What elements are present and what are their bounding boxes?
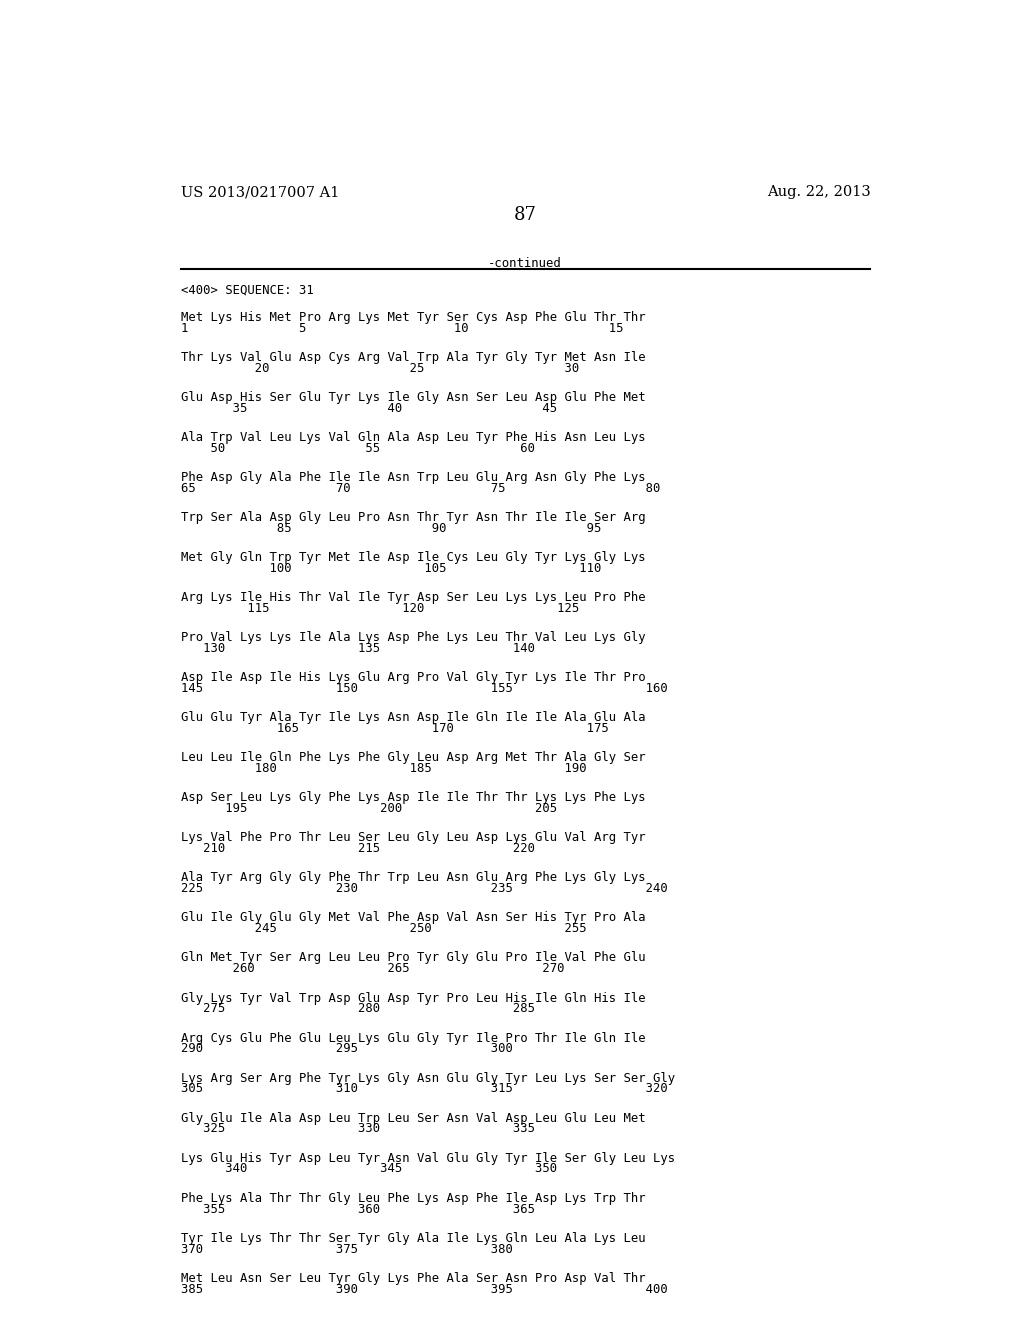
Text: Lys Glu His Tyr Asp Leu Tyr Asn Val Glu Gly Tyr Ile Ser Gly Leu Lys: Lys Glu His Tyr Asp Leu Tyr Asn Val Glu … <box>180 1151 675 1164</box>
Text: 195                  200                  205: 195 200 205 <box>180 803 557 816</box>
Text: Ala Trp Val Leu Lys Val Gln Ala Asp Leu Tyr Phe His Asn Leu Lys: Ala Trp Val Leu Lys Val Gln Ala Asp Leu … <box>180 430 645 444</box>
Text: 115                  120                  125: 115 120 125 <box>180 602 579 615</box>
Text: Leu Leu Ile Gln Phe Lys Phe Gly Leu Asp Arg Met Thr Ala Gly Ser: Leu Leu Ile Gln Phe Lys Phe Gly Leu Asp … <box>180 751 645 764</box>
Text: 130                  135                  140: 130 135 140 <box>180 642 535 655</box>
Text: 370                  375                  380: 370 375 380 <box>180 1242 513 1255</box>
Text: Lys Val Phe Pro Thr Leu Ser Leu Gly Leu Asp Lys Glu Val Arg Tyr: Lys Val Phe Pro Thr Leu Ser Leu Gly Leu … <box>180 832 645 845</box>
Text: Phe Asp Gly Ala Phe Ile Ile Asn Trp Leu Glu Arg Asn Gly Phe Lys: Phe Asp Gly Ala Phe Ile Ile Asn Trp Leu … <box>180 471 645 484</box>
Text: <400> SEQUENCE: 31: <400> SEQUENCE: 31 <box>180 284 313 297</box>
Text: 355                  360                  365: 355 360 365 <box>180 1203 535 1216</box>
Text: Pro Val Lys Lys Ile Ala Lys Asp Phe Lys Leu Thr Val Leu Lys Gly: Pro Val Lys Lys Ile Ala Lys Asp Phe Lys … <box>180 631 645 644</box>
Text: Ala Tyr Arg Gly Gly Phe Thr Trp Leu Asn Glu Arg Phe Lys Gly Lys: Ala Tyr Arg Gly Gly Phe Thr Trp Leu Asn … <box>180 871 645 884</box>
Text: 145                  150                  155                  160: 145 150 155 160 <box>180 682 668 696</box>
Text: Thr Lys Val Glu Asp Cys Arg Val Trp Ala Tyr Gly Tyr Met Asn Ile: Thr Lys Val Glu Asp Cys Arg Val Trp Ala … <box>180 351 645 364</box>
Text: 50                   55                   60: 50 55 60 <box>180 442 535 455</box>
Text: Met Lys His Met Pro Arg Lys Met Tyr Ser Cys Asp Phe Glu Thr Thr: Met Lys His Met Pro Arg Lys Met Tyr Ser … <box>180 312 645 323</box>
Text: 305                  310                  315                  320: 305 310 315 320 <box>180 1082 668 1096</box>
Text: Gly Glu Ile Ala Asp Leu Trp Leu Ser Asn Val Asp Leu Glu Leu Met: Gly Glu Ile Ala Asp Leu Trp Leu Ser Asn … <box>180 1111 645 1125</box>
Text: 385                  390                  395                  400: 385 390 395 400 <box>180 1283 668 1296</box>
Text: 1               5                    10                   15: 1 5 10 15 <box>180 322 624 335</box>
Text: Gly Lys Tyr Val Trp Asp Glu Asp Tyr Pro Leu His Ile Gln His Ile: Gly Lys Tyr Val Trp Asp Glu Asp Tyr Pro … <box>180 991 645 1005</box>
Text: Glu Ile Gly Glu Gly Met Val Phe Asp Val Asn Ser His Tyr Pro Ala: Glu Ile Gly Glu Gly Met Val Phe Asp Val … <box>180 911 645 924</box>
Text: 87: 87 <box>513 206 537 224</box>
Text: 65                   70                   75                   80: 65 70 75 80 <box>180 482 660 495</box>
Text: Arg Cys Glu Phe Glu Leu Lys Glu Gly Tyr Ile Pro Thr Ile Gln Ile: Arg Cys Glu Phe Glu Leu Lys Glu Gly Tyr … <box>180 1032 645 1044</box>
Text: 210                  215                  220: 210 215 220 <box>180 842 535 855</box>
Text: US 2013/0217007 A1: US 2013/0217007 A1 <box>180 185 339 199</box>
Text: Met Leu Asn Ser Leu Tyr Gly Lys Phe Ala Ser Asn Pro Asp Val Thr: Met Leu Asn Ser Leu Tyr Gly Lys Phe Ala … <box>180 1272 645 1284</box>
Text: 325                  330                  335: 325 330 335 <box>180 1122 535 1135</box>
Text: 275                  280                  285: 275 280 285 <box>180 1002 535 1015</box>
Text: 340                  345                  350: 340 345 350 <box>180 1163 557 1176</box>
Text: 290                  295                  300: 290 295 300 <box>180 1043 513 1056</box>
Text: Asp Ile Asp Ile His Lys Glu Arg Pro Val Gly Tyr Lys Ile Thr Pro: Asp Ile Asp Ile His Lys Glu Arg Pro Val … <box>180 671 645 684</box>
Text: Gln Met Tyr Ser Arg Leu Leu Pro Tyr Gly Glu Pro Ile Val Phe Glu: Gln Met Tyr Ser Arg Leu Leu Pro Tyr Gly … <box>180 952 645 965</box>
Text: 165                  170                  175: 165 170 175 <box>180 722 608 735</box>
Text: 85                   90                   95: 85 90 95 <box>180 521 601 535</box>
Text: Trp Ser Ala Asp Gly Leu Pro Asn Thr Tyr Asn Thr Ile Ile Ser Arg: Trp Ser Ala Asp Gly Leu Pro Asn Thr Tyr … <box>180 511 645 524</box>
Text: 20                   25                   30: 20 25 30 <box>180 362 579 375</box>
Text: Lys Arg Ser Arg Phe Tyr Lys Gly Asn Glu Gly Tyr Leu Lys Ser Ser Gly: Lys Arg Ser Arg Phe Tyr Lys Gly Asn Glu … <box>180 1072 675 1085</box>
Text: 35                   40                   45: 35 40 45 <box>180 401 557 414</box>
Text: Tyr Ile Lys Thr Thr Ser Tyr Gly Ala Ile Lys Gln Leu Ala Lys Leu: Tyr Ile Lys Thr Thr Ser Tyr Gly Ala Ile … <box>180 1232 645 1245</box>
Text: -continued: -continued <box>487 257 562 271</box>
Text: Met Gly Gln Trp Tyr Met Ile Asp Ile Cys Leu Gly Tyr Lys Gly Lys: Met Gly Gln Trp Tyr Met Ile Asp Ile Cys … <box>180 552 645 564</box>
Text: 180                  185                  190: 180 185 190 <box>180 762 587 775</box>
Text: 260                  265                  270: 260 265 270 <box>180 962 564 975</box>
Text: Phe Lys Ala Thr Thr Gly Leu Phe Lys Asp Phe Ile Asp Lys Trp Thr: Phe Lys Ala Thr Thr Gly Leu Phe Lys Asp … <box>180 1192 645 1205</box>
Text: 225                  230                  235                  240: 225 230 235 240 <box>180 882 668 895</box>
Text: Aug. 22, 2013: Aug. 22, 2013 <box>767 185 870 199</box>
Text: Glu Glu Tyr Ala Tyr Ile Lys Asn Asp Ile Gln Ile Ile Ala Glu Ala: Glu Glu Tyr Ala Tyr Ile Lys Asn Asp Ile … <box>180 711 645 725</box>
Text: Arg Lys Ile His Thr Val Ile Tyr Asp Ser Leu Lys Lys Leu Pro Phe: Arg Lys Ile His Thr Val Ile Tyr Asp Ser … <box>180 591 645 605</box>
Text: 100                  105                  110: 100 105 110 <box>180 562 601 576</box>
Text: 245                  250                  255: 245 250 255 <box>180 923 587 936</box>
Text: Asp Ser Leu Lys Gly Phe Lys Asp Ile Ile Thr Thr Lys Lys Phe Lys: Asp Ser Leu Lys Gly Phe Lys Asp Ile Ile … <box>180 792 645 804</box>
Text: Glu Asp His Ser Glu Tyr Lys Ile Gly Asn Ser Leu Asp Glu Phe Met: Glu Asp His Ser Glu Tyr Lys Ile Gly Asn … <box>180 391 645 404</box>
